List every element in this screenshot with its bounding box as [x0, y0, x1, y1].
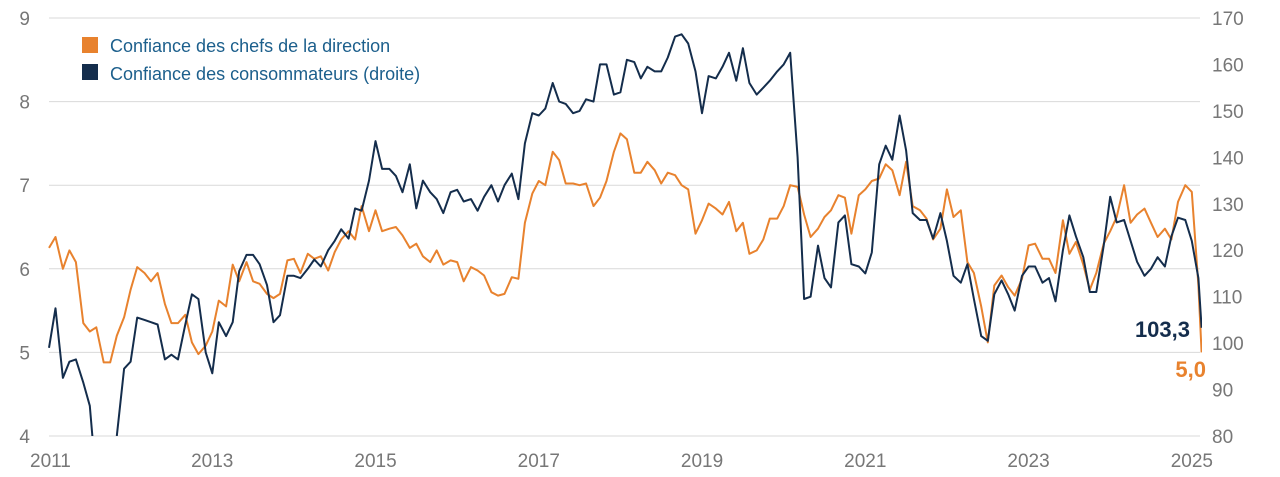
- end-label-consumer: 103,3: [1135, 317, 1190, 342]
- end-label-ceo: 5,0: [1175, 357, 1206, 382]
- x-tick-label: 2025: [1171, 451, 1213, 472]
- x-tick-label: 2011: [30, 451, 71, 472]
- right-tick-label: 80: [1212, 427, 1233, 448]
- left-tick-label: 4: [19, 427, 30, 448]
- right-tick-label: 120: [1212, 241, 1244, 262]
- right-tick-label: 110: [1212, 288, 1242, 309]
- x-axis: 2011 2013 2015 2017 2019 2021 2023 2025: [30, 451, 1213, 472]
- right-tick-label: 150: [1212, 102, 1244, 123]
- right-tick-label: 170: [1212, 9, 1244, 30]
- right-tick-label: 100: [1212, 334, 1244, 355]
- legend: Confiance des chefs de la direction Conf…: [82, 36, 420, 84]
- x-tick-label: 2023: [1007, 451, 1049, 472]
- left-tick-label: 5: [19, 343, 30, 364]
- legend-label-ceo: Confiance des chefs de la direction: [110, 36, 390, 56]
- x-tick-label: 2015: [354, 451, 396, 472]
- right-tick-label: 160: [1212, 55, 1244, 76]
- series-line-ceo-confidence: [48, 132, 1202, 364]
- right-tick-label: 140: [1212, 148, 1244, 169]
- series-lines: [48, 33, 1202, 436]
- x-tick-label: 2021: [844, 451, 886, 472]
- legend-swatch-ceo: [82, 37, 98, 53]
- x-tick-label: 2017: [518, 451, 560, 472]
- right-tick-label: 130: [1212, 195, 1244, 216]
- right-axis: 80 90 100 110 120 130 140 150 160 170: [1212, 9, 1244, 448]
- series-line-consumer-confidence: [48, 33, 1202, 436]
- left-tick-label: 9: [19, 9, 30, 30]
- legend-label-consumer: Confiance des consommateurs (droite): [110, 64, 420, 84]
- right-tick-label: 90: [1212, 381, 1233, 402]
- left-axis: 4 5 6 7 8 9: [19, 9, 30, 448]
- left-tick-label: 7: [19, 176, 30, 197]
- legend-swatch-consumer: [82, 64, 98, 80]
- x-tick-label: 2013: [191, 451, 233, 472]
- left-tick-label: 6: [19, 260, 30, 281]
- x-tick-label: 2019: [681, 451, 723, 472]
- left-tick-label: 8: [19, 93, 30, 114]
